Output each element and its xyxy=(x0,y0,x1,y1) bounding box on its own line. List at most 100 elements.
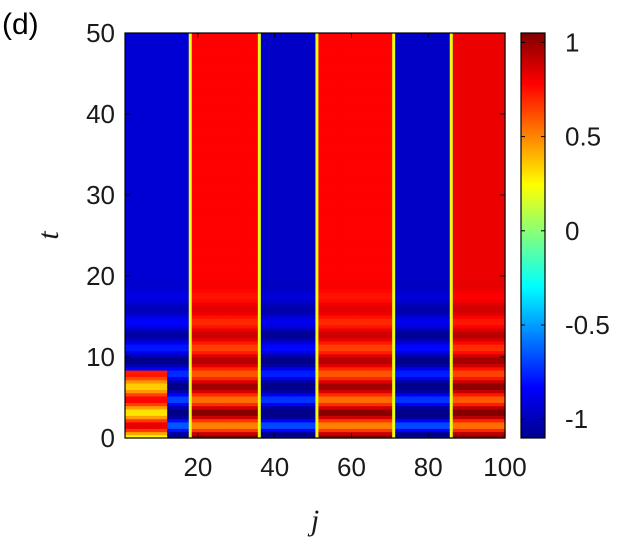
heatmap-cell xyxy=(155,408,161,413)
heatmap-cell xyxy=(144,165,149,170)
heatmap-cell xyxy=(125,68,130,73)
heatmap-cell xyxy=(132,68,138,73)
heatmap-cell xyxy=(136,431,141,436)
heatmap-cell xyxy=(155,263,161,267)
heatmap-cell xyxy=(125,428,130,433)
heatmap-cell xyxy=(182,159,188,164)
heatmap-cell xyxy=(186,382,191,387)
heatmap-cell xyxy=(174,269,180,274)
heatmap-cell xyxy=(182,250,188,254)
heatmap-cell xyxy=(182,152,188,157)
heatmap-cell xyxy=(163,107,168,112)
heatmap-cell xyxy=(167,139,172,144)
heatmap-cell xyxy=(148,382,153,387)
heatmap-cell xyxy=(190,159,195,164)
heatmap-cell xyxy=(128,123,134,128)
heatmap-cell xyxy=(182,434,188,439)
heatmap-cell xyxy=(128,246,134,251)
heatmap-cell xyxy=(186,360,191,365)
heatmap-cell xyxy=(182,130,188,135)
heatmap-cell xyxy=(148,207,153,212)
heatmap-cell xyxy=(151,201,157,206)
heatmap-cell xyxy=(186,402,191,407)
heatmap-cell xyxy=(186,412,191,416)
heatmap-cell xyxy=(194,217,199,222)
heatmap-cell xyxy=(132,211,138,216)
heatmap-cell xyxy=(174,253,180,258)
heatmap-cell xyxy=(155,68,161,73)
heatmap-cell xyxy=(197,389,203,394)
heatmap-cell xyxy=(151,55,157,60)
heatmap-cell xyxy=(151,191,157,196)
heatmap-cell xyxy=(151,301,157,306)
heatmap-cell xyxy=(151,71,157,76)
heatmap-cell xyxy=(194,389,199,394)
heatmap-cell xyxy=(178,58,184,63)
heatmap-cell xyxy=(174,392,180,397)
heatmap-cell xyxy=(174,45,180,50)
heatmap-cell xyxy=(174,58,180,63)
heatmap-cell xyxy=(197,191,203,196)
heatmap-cell xyxy=(182,237,188,241)
heatmap-cell xyxy=(171,58,176,63)
heatmap-cell xyxy=(148,172,153,177)
heatmap-cell xyxy=(148,156,153,160)
heatmap-cell xyxy=(167,373,172,378)
heatmap-cell xyxy=(155,415,161,420)
heatmap-cell xyxy=(132,49,138,54)
heatmap-cell xyxy=(190,334,195,339)
heatmap-cell xyxy=(186,75,191,79)
heatmap-cell xyxy=(186,324,191,329)
heatmap-cell xyxy=(174,68,180,73)
heatmap-cell xyxy=(197,243,203,248)
heatmap-cell xyxy=(140,305,145,309)
heatmap-cell xyxy=(182,207,188,212)
heatmap-cell xyxy=(148,376,153,381)
heatmap-cell xyxy=(171,308,176,313)
heatmap-cell xyxy=(151,250,157,254)
heatmap-cell xyxy=(174,418,180,423)
heatmap-cell xyxy=(144,327,149,332)
heatmap-cell xyxy=(159,272,164,277)
heatmap-cell xyxy=(159,146,164,151)
heatmap-cell xyxy=(182,314,188,319)
heatmap-cell xyxy=(167,165,172,170)
heatmap-cell xyxy=(178,405,184,410)
heatmap-cell xyxy=(171,250,176,254)
heatmap-cell xyxy=(163,201,168,206)
heatmap-cell xyxy=(174,36,180,41)
heatmap-cell xyxy=(197,253,203,258)
heatmap-cell xyxy=(132,178,138,183)
heatmap-cell xyxy=(194,224,199,228)
heatmap-cell xyxy=(178,123,184,128)
heatmap-cell xyxy=(155,94,161,99)
heatmap-cell xyxy=(136,259,141,264)
heatmap-cell xyxy=(132,402,138,407)
heatmap-cell xyxy=(182,214,188,219)
heatmap-cell xyxy=(182,266,188,271)
heatmap-cell xyxy=(174,204,180,209)
heatmap-cell xyxy=(128,178,134,183)
heatmap-cell xyxy=(136,282,141,287)
heatmap-cell xyxy=(151,227,157,232)
heatmap-cell xyxy=(186,126,191,131)
heatmap-cell xyxy=(174,337,180,342)
heatmap-cell xyxy=(155,340,161,345)
heatmap-cell xyxy=(136,340,141,345)
heatmap-cell xyxy=(194,230,199,235)
heatmap-cell xyxy=(144,149,149,154)
heatmap-cell xyxy=(125,285,130,290)
heatmap-cell xyxy=(167,84,172,89)
heatmap-cell xyxy=(151,373,157,378)
heatmap-cell xyxy=(182,363,188,368)
heatmap-cell xyxy=(197,136,203,141)
heatmap-cell xyxy=(197,84,203,89)
heatmap-cell xyxy=(171,207,176,212)
heatmap-cell xyxy=(125,434,130,439)
heatmap-cell xyxy=(171,272,176,277)
heatmap-cell xyxy=(151,353,157,358)
heatmap-cell xyxy=(182,178,188,183)
heatmap-cell xyxy=(151,408,157,413)
heatmap-cell xyxy=(163,217,168,222)
heatmap-cell xyxy=(155,295,161,300)
